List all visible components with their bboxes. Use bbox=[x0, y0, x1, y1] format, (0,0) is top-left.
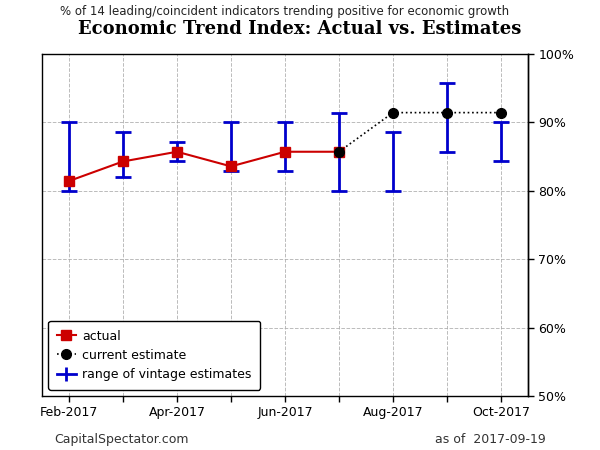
Text: as of  2017-09-19: as of 2017-09-19 bbox=[435, 433, 546, 446]
Text: Economic Trend Index: Actual vs. Estimates: Economic Trend Index: Actual vs. Estimat… bbox=[79, 20, 521, 38]
Text: CapitalSpectator.com: CapitalSpectator.com bbox=[54, 433, 188, 446]
Legend: actual, current estimate, range of vintage estimates: actual, current estimate, range of vinta… bbox=[48, 321, 260, 390]
Title: % of 14 leading/coincident indicators trending positive for economic growth: % of 14 leading/coincident indicators tr… bbox=[61, 5, 509, 18]
